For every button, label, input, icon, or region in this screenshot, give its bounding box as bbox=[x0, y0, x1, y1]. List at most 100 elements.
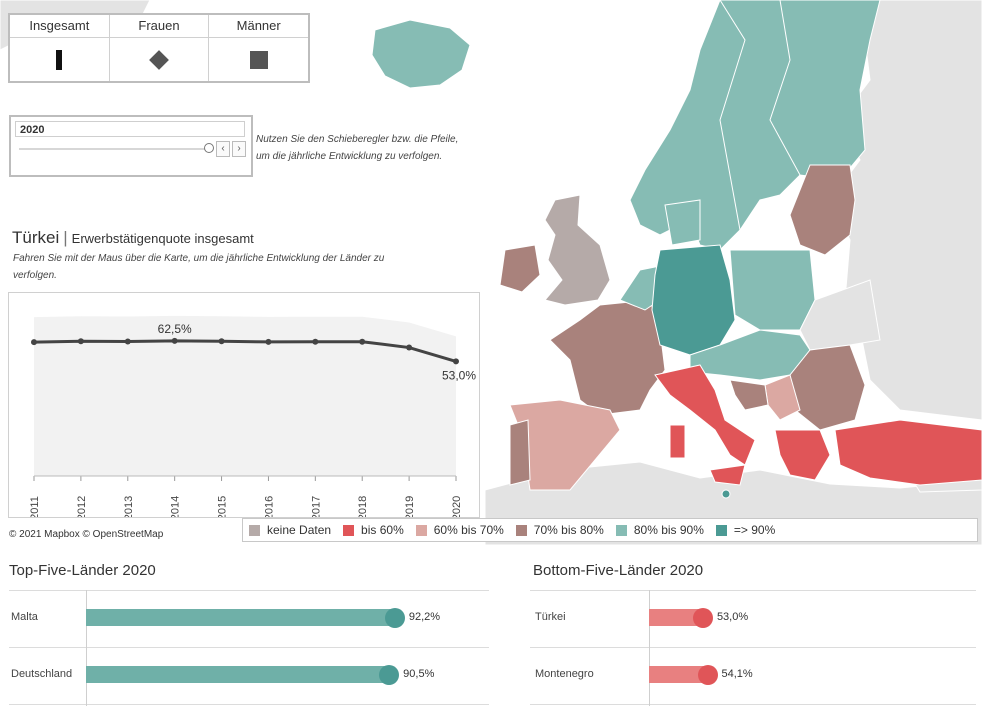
legend-swatch bbox=[715, 524, 727, 536]
top-five-title: Top-Five-Länder 2020 bbox=[9, 562, 156, 579]
x-tick-label: 2012 bbox=[76, 496, 88, 517]
bar-icon bbox=[56, 49, 63, 70]
divider bbox=[530, 590, 976, 591]
value-label: 90,5% bbox=[403, 668, 435, 680]
row-label: Türkei bbox=[535, 611, 566, 623]
map-balkans[interactable] bbox=[729, 379, 769, 411]
data-point bbox=[312, 338, 319, 345]
x-tick-label: 2016 bbox=[263, 496, 275, 517]
legend-label: keine Daten bbox=[267, 523, 332, 537]
legend-item[interactable]: keine Daten bbox=[249, 523, 331, 537]
slider-hint-line: um die jährliche Entwicklung zu verfolge… bbox=[256, 151, 443, 162]
map-hint-line: Fahren Sie mit der Maus über die Karte, … bbox=[13, 253, 385, 264]
filter-frauen[interactable]: Frauen bbox=[109, 15, 210, 81]
map-ireland[interactable] bbox=[499, 244, 541, 293]
data-point bbox=[31, 339, 37, 346]
legend-item[interactable]: 80% bis 90% bbox=[615, 523, 704, 537]
legend-label: 80% bis 90% bbox=[633, 523, 704, 537]
x-tick-label: 2019 bbox=[404, 496, 416, 517]
data-point bbox=[359, 338, 366, 345]
map-malta[interactable] bbox=[721, 489, 731, 499]
legend-label: 70% bis 80% bbox=[533, 523, 604, 537]
divider bbox=[530, 647, 976, 648]
map-germany[interactable] bbox=[651, 244, 736, 356]
legend-item[interactable]: 60% bis 70% bbox=[415, 523, 504, 537]
map-sardinia[interactable] bbox=[669, 424, 686, 459]
gender-filter[interactable]: Insgesamt Frauen Männer bbox=[8, 13, 310, 83]
legend-label: 60% bis 70% bbox=[433, 523, 504, 537]
year-slider-panel: 2020 ‹ › bbox=[9, 115, 253, 177]
axis-line bbox=[649, 590, 650, 706]
map-france[interactable] bbox=[549, 299, 666, 416]
bar-end-dot[interactable] bbox=[384, 608, 405, 628]
color-legend: keine Daten bis 60% 60% bis 70% 70% bis … bbox=[242, 518, 978, 542]
bottom-five-title: Bottom-Five-Länder 2020 bbox=[533, 562, 704, 579]
x-tick-label: 2020 bbox=[451, 496, 463, 517]
value-label: 92,2% bbox=[408, 611, 441, 623]
data-point bbox=[77, 338, 84, 345]
map-sicily[interactable] bbox=[709, 464, 746, 486]
map-copyright: © 2021 Mapbox © OpenStreetMap bbox=[9, 529, 164, 540]
bar-end-dot[interactable] bbox=[697, 665, 718, 685]
map-denmark[interactable] bbox=[664, 199, 701, 246]
range-band bbox=[34, 315, 456, 476]
legend-item[interactable]: bis 60% bbox=[343, 523, 404, 537]
data-label: 62,5% bbox=[158, 322, 192, 336]
legend-swatch bbox=[249, 524, 260, 536]
map-turkey[interactable] bbox=[834, 419, 982, 486]
x-tick-label: 2015 bbox=[217, 496, 229, 517]
value-label: 54,1% bbox=[721, 668, 753, 680]
bar[interactable] bbox=[86, 666, 390, 683]
data-point bbox=[265, 338, 272, 345]
map-hint: Fahren Sie mit der Maus über die Karte, … bbox=[13, 250, 384, 284]
bar-end-dot[interactable] bbox=[379, 665, 400, 685]
map-greece[interactable] bbox=[774, 429, 831, 481]
x-tick-label: 2013 bbox=[123, 496, 135, 517]
divider bbox=[530, 704, 976, 705]
bar[interactable] bbox=[86, 609, 395, 626]
bar[interactable] bbox=[649, 666, 708, 683]
divider bbox=[9, 704, 489, 705]
map-romania-bulgaria[interactable] bbox=[789, 344, 866, 431]
map-baltics[interactable] bbox=[789, 164, 856, 256]
slider-hint: Nutzen Sie den Schieberegler bzw. die Pf… bbox=[256, 131, 458, 165]
filter-insgesamt[interactable]: Insgesamt bbox=[10, 15, 110, 81]
bar[interactable] bbox=[649, 609, 703, 626]
map-uk[interactable] bbox=[544, 194, 611, 306]
map-portugal[interactable] bbox=[509, 419, 531, 486]
map-poland[interactable] bbox=[729, 249, 816, 331]
diamond-icon bbox=[149, 49, 169, 70]
detail-country: Türkei bbox=[12, 228, 60, 247]
legend-label: bis 60% bbox=[361, 523, 404, 537]
filter-label: Männer bbox=[209, 15, 309, 38]
divider bbox=[9, 647, 489, 648]
year-value[interactable]: 2020 bbox=[15, 121, 245, 137]
prev-year-button[interactable]: ‹ bbox=[216, 141, 230, 157]
map-iceland[interactable] bbox=[371, 19, 471, 89]
detail-title: Türkei | Erwerbstätigenquote insgesamt bbox=[12, 228, 254, 248]
bar-end-dot[interactable] bbox=[692, 608, 713, 628]
value-label: 53,0% bbox=[716, 611, 749, 623]
x-tick-label: 2018 bbox=[357, 496, 369, 517]
axis-line bbox=[86, 590, 87, 706]
legend-swatch bbox=[415, 524, 427, 536]
data-point bbox=[171, 337, 178, 344]
filter-label: Insgesamt bbox=[10, 15, 109, 38]
year-slider-knob[interactable] bbox=[204, 143, 214, 153]
data-label: 53,0% bbox=[442, 368, 476, 382]
trend-line-chart[interactable]: 2011 2012 2013 2014 2015 2016 2017 2018 2019 2020… bbox=[9, 293, 479, 520]
next-year-button[interactable]: › bbox=[232, 141, 246, 157]
year-slider-track[interactable] bbox=[19, 148, 209, 150]
legend-item[interactable]: => 90% bbox=[715, 523, 776, 537]
detail-subtitle: Erwerbstätigenquote insgesamt bbox=[71, 231, 254, 246]
legend-item[interactable]: 70% bis 80% bbox=[515, 523, 604, 537]
data-point bbox=[218, 338, 225, 345]
divider bbox=[9, 590, 489, 591]
filter-maenner[interactable]: Männer bbox=[209, 15, 309, 81]
x-tick-label: 2017 bbox=[310, 496, 322, 517]
legend-swatch bbox=[515, 524, 527, 536]
series-line bbox=[33, 339, 457, 363]
title-separator: | bbox=[63, 228, 68, 247]
square-icon bbox=[249, 50, 268, 69]
legend-label: => 90% bbox=[733, 523, 776, 537]
